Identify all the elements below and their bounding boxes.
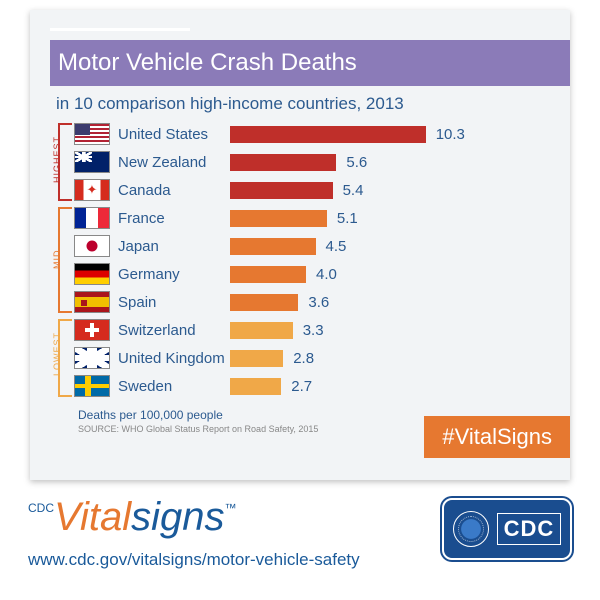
- chart-row: Germany 4.0: [74, 260, 550, 288]
- country-name: France: [118, 210, 230, 227]
- flag-icon: [74, 235, 110, 257]
- country-name: New Zealand: [118, 154, 230, 171]
- bar-wrap: 4.0: [230, 266, 550, 283]
- bar-value: 10.3: [436, 126, 465, 143]
- country-name: Japan: [118, 238, 230, 255]
- flag-icon: [74, 207, 110, 229]
- bar-value: 2.8: [293, 350, 314, 367]
- flag-icon: [74, 375, 110, 397]
- country-name: Spain: [118, 294, 230, 311]
- flag-icon: [74, 123, 110, 145]
- flag-icon: [74, 151, 110, 173]
- hashtag-badge: #VitalSigns: [424, 416, 570, 458]
- bar-chart: United States 10.3 New Zealand 5.6 Canada 5.4…: [74, 120, 550, 400]
- chart-row: Spain 3.6: [74, 288, 550, 316]
- chart-row: Sweden 2.7: [74, 372, 550, 400]
- bar: [230, 154, 336, 171]
- bar-value: 3.3: [303, 322, 324, 339]
- country-name: Germany: [118, 266, 230, 283]
- logo-vital: Vital: [54, 495, 131, 539]
- bar: [230, 266, 306, 283]
- axis-caption: Deaths per 100,000 people: [78, 408, 223, 422]
- flag-icon: [74, 291, 110, 313]
- flag-icon: [74, 319, 110, 341]
- bar-wrap: 3.3: [230, 322, 550, 339]
- bar-value: 4.5: [326, 238, 347, 255]
- logo-signs: signs: [131, 495, 224, 539]
- chart-row: Switzerland 3.3: [74, 316, 550, 344]
- cdc-letters: CDC: [497, 513, 562, 545]
- bar: [230, 182, 333, 199]
- infographic-frame: Motor Vehicle Crash Deaths in 10 compari…: [30, 10, 570, 480]
- header-rule: [50, 28, 190, 31]
- bar-value: 3.6: [308, 294, 329, 311]
- logo-tm: ™: [224, 501, 236, 515]
- bar: [230, 126, 426, 143]
- cdc-badge: CDC: [442, 498, 572, 560]
- bar-value: 5.6: [346, 154, 367, 171]
- bar-value: 2.7: [291, 378, 312, 395]
- bar: [230, 210, 327, 227]
- chart-row: United States 10.3: [74, 120, 550, 148]
- url-text[interactable]: www.cdc.gov/vitalsigns/motor-vehicle-saf…: [28, 550, 360, 570]
- bar-value: 5.4: [343, 182, 364, 199]
- bar: [230, 350, 283, 367]
- chart-row: New Zealand 5.6: [74, 148, 550, 176]
- hhs-seal-icon: [453, 511, 489, 547]
- chart-row: Japan 4.5: [74, 232, 550, 260]
- country-name: Canada: [118, 182, 230, 199]
- country-name: Switzerland: [118, 322, 230, 339]
- chart-row: Canada 5.4: [74, 176, 550, 204]
- country-name: Sweden: [118, 378, 230, 395]
- chart-row: United Kingdom 2.8: [74, 344, 550, 372]
- bar-wrap: 5.1: [230, 210, 550, 227]
- bar: [230, 294, 298, 311]
- country-name: United Kingdom: [118, 350, 230, 367]
- bar-wrap: 2.8: [230, 350, 550, 367]
- bar-wrap: 5.6: [230, 154, 550, 171]
- bar-wrap: 2.7: [230, 378, 550, 395]
- subtitle: in 10 comparison high-income countries, …: [56, 94, 404, 114]
- title-text: Motor Vehicle Crash Deaths: [58, 49, 357, 77]
- bar-wrap: 5.4: [230, 182, 550, 199]
- bar-wrap: 3.6: [230, 294, 550, 311]
- bar-wrap: 4.5: [230, 238, 550, 255]
- bar: [230, 378, 281, 395]
- bar-value: 4.0: [316, 266, 337, 283]
- vitalsigns-logo: CDCVitalsigns™: [28, 495, 236, 540]
- flag-icon: [74, 179, 110, 201]
- flag-icon: [74, 263, 110, 285]
- chart-row: France 5.1: [74, 204, 550, 232]
- bar: [230, 322, 293, 339]
- bar-value: 5.1: [337, 210, 358, 227]
- title-bar: Motor Vehicle Crash Deaths: [50, 40, 570, 86]
- source-text: SOURCE: WHO Global Status Report on Road…: [78, 424, 318, 434]
- flag-icon: [74, 347, 110, 369]
- country-name: United States: [118, 126, 230, 143]
- group-label: HIGHEST: [52, 136, 62, 183]
- bar-wrap: 10.3: [230, 126, 550, 143]
- logo-cdc-sup: CDC: [28, 501, 54, 515]
- bar: [230, 238, 316, 255]
- group-label: LOWEST: [52, 332, 62, 376]
- group-label: MID: [52, 250, 62, 270]
